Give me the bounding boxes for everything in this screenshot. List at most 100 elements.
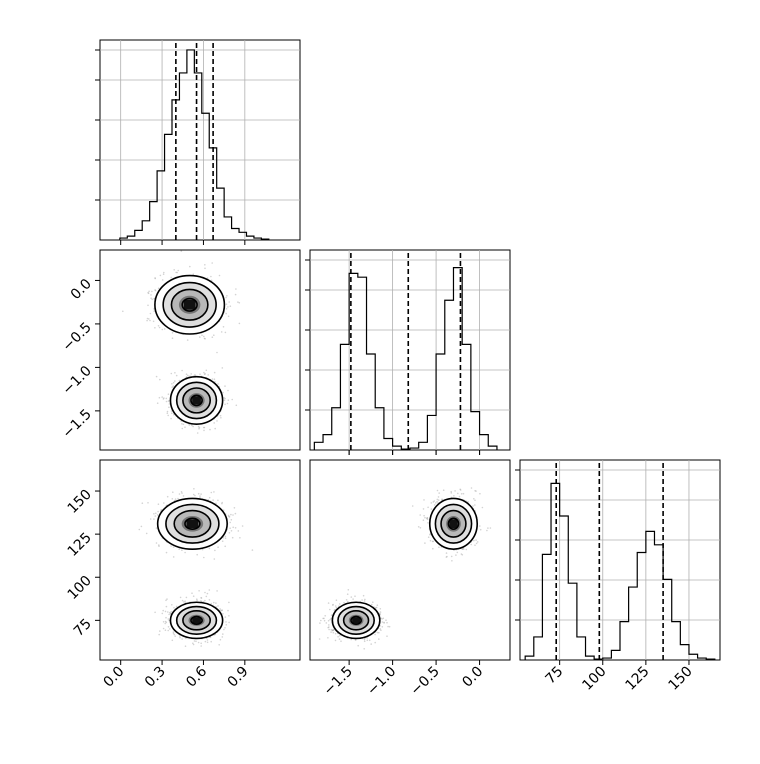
sample-point [463, 493, 465, 495]
sample-point [219, 275, 221, 277]
sample-point [139, 529, 141, 531]
sample-point [153, 321, 155, 323]
sample-point [319, 622, 321, 624]
sample-point [335, 640, 337, 642]
sample-point [367, 640, 369, 642]
sample-point [216, 590, 218, 592]
sample-point [457, 493, 459, 495]
sample-point [204, 264, 206, 266]
sample-point [157, 402, 159, 404]
sample-point [474, 544, 476, 546]
sample-point [242, 525, 244, 527]
sample-point [475, 539, 477, 541]
sample-point [224, 546, 226, 548]
sample-point [209, 497, 211, 499]
sample-point [147, 318, 149, 320]
sample-point [146, 320, 148, 322]
sample-point [466, 549, 468, 551]
sample-point [158, 288, 160, 290]
sample-point [193, 494, 195, 496]
sample-point [221, 610, 223, 612]
sample-point [231, 519, 233, 521]
sample-point [193, 595, 195, 597]
sample-point [224, 627, 226, 629]
sample-point [159, 630, 161, 632]
sample-point [427, 507, 429, 509]
sample-point [162, 329, 164, 331]
sample-point [154, 289, 156, 291]
sample-point [461, 553, 463, 555]
sample-point [457, 552, 459, 554]
sample-point [198, 590, 200, 592]
sample-point [228, 316, 230, 318]
sample-point [228, 399, 230, 401]
sample-point [154, 612, 156, 614]
sample-point [183, 424, 185, 426]
sample-point [239, 323, 241, 325]
sample-point [167, 496, 169, 498]
sample-point [226, 303, 228, 305]
sample-point [199, 495, 201, 497]
sample-point [461, 493, 463, 495]
sample-point [184, 426, 186, 428]
sample-point [179, 637, 181, 639]
sample-point [211, 492, 213, 494]
sample-point [170, 277, 172, 279]
sample-point [235, 527, 237, 529]
sample-point [163, 502, 165, 504]
sample-point [451, 560, 453, 562]
sample-point [438, 499, 440, 501]
sample-point [215, 602, 217, 604]
sample-point [337, 636, 339, 638]
sample-point [203, 336, 205, 338]
sample-point [172, 491, 174, 493]
sample-point [170, 418, 172, 420]
sample-point [473, 540, 475, 542]
sample-point [327, 637, 329, 639]
sample-point [230, 305, 232, 307]
sample-point [172, 332, 174, 334]
sample-point [185, 645, 187, 647]
sample-point [158, 634, 160, 636]
sample-point [170, 611, 172, 613]
sample-point [199, 336, 201, 338]
sample-point [473, 498, 475, 500]
sample-point [446, 552, 448, 554]
sample-point [346, 599, 348, 601]
sample-point [213, 491, 215, 493]
sample-point [181, 492, 183, 494]
sample-point [433, 500, 435, 502]
sample-point [217, 383, 219, 385]
sample-point [222, 367, 224, 369]
sample-point [364, 599, 366, 601]
density-peak [192, 617, 201, 623]
sample-point [203, 557, 205, 559]
sample-point [378, 638, 380, 640]
sample-point [202, 549, 204, 551]
sample-point [196, 554, 198, 556]
sample-point [224, 404, 226, 406]
sample-point [173, 546, 175, 548]
sample-point [225, 332, 227, 334]
sample-point [471, 487, 473, 489]
sample-point [171, 604, 173, 606]
sample-point [217, 500, 219, 502]
sample-point [173, 631, 175, 633]
sample-point [174, 635, 176, 637]
sample-point [209, 429, 211, 431]
sample-point [204, 373, 206, 375]
sample-point [423, 499, 425, 501]
sample-point [204, 600, 206, 602]
sample-point [213, 334, 215, 336]
sample-point [181, 423, 183, 425]
sample-point [150, 294, 152, 296]
sample-point [374, 642, 376, 644]
sample-point [224, 398, 226, 400]
sample-point [155, 515, 157, 517]
sample-point [174, 380, 176, 382]
sample-point [482, 507, 484, 509]
sample-point [239, 302, 241, 304]
sample-point [151, 291, 153, 293]
sample-point [216, 352, 218, 354]
sample-point [154, 327, 156, 329]
